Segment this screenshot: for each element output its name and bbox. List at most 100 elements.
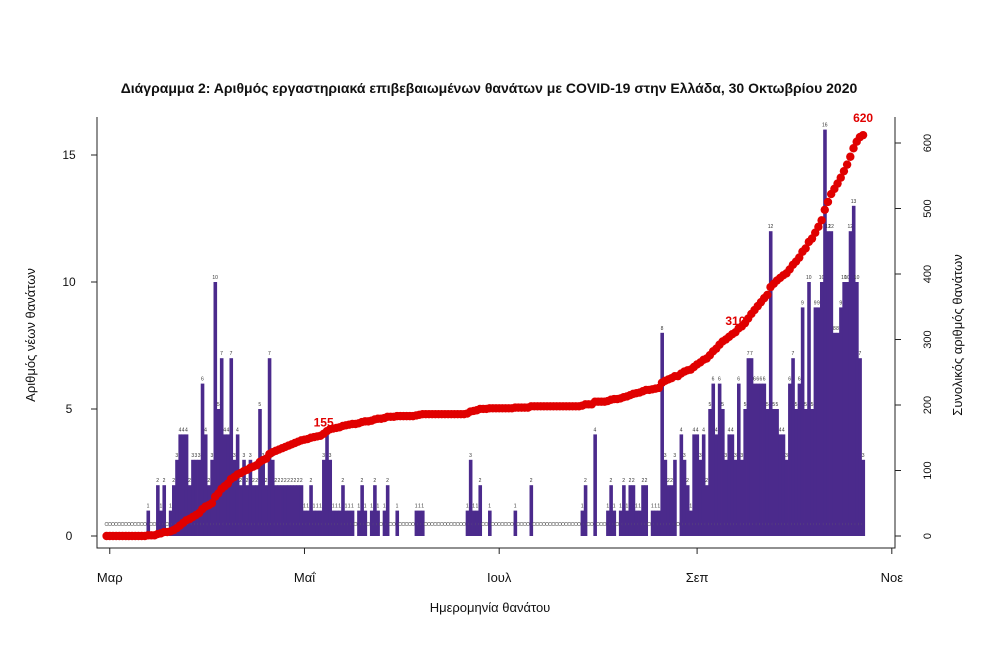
bar bbox=[705, 485, 709, 536]
bar bbox=[762, 383, 767, 536]
cumulative-point bbox=[814, 222, 823, 232]
bar-label: 9 bbox=[839, 300, 842, 306]
bar bbox=[309, 485, 313, 536]
bar bbox=[283, 485, 288, 536]
bar-label: 2 bbox=[641, 478, 644, 484]
cumulative-point bbox=[817, 216, 826, 225]
bar-label: 1 bbox=[357, 504, 360, 510]
bar-label: 5 bbox=[776, 402, 779, 408]
y2-tick-label: 100 bbox=[922, 461, 934, 479]
bar bbox=[219, 358, 224, 536]
bar bbox=[203, 434, 208, 536]
bar bbox=[772, 409, 776, 536]
bar bbox=[807, 282, 811, 536]
bar-label: 1 bbox=[657, 504, 660, 510]
bar-label: 3 bbox=[734, 453, 737, 459]
bar-label: 10 bbox=[819, 275, 825, 281]
bar bbox=[341, 485, 345, 536]
y2-tick-label: 300 bbox=[922, 330, 934, 348]
zero-marker bbox=[127, 522, 131, 526]
bar bbox=[395, 510, 400, 536]
zero-marker bbox=[423, 522, 428, 526]
bar-label: 2 bbox=[287, 478, 290, 484]
bar-label: 2 bbox=[278, 478, 281, 484]
cumulative-point bbox=[842, 160, 852, 169]
bar-label: 1 bbox=[638, 504, 641, 510]
bar bbox=[286, 485, 291, 536]
bar-label: 4 bbox=[715, 427, 718, 433]
bar bbox=[752, 383, 757, 536]
bar bbox=[315, 510, 320, 536]
zero-marker bbox=[615, 522, 620, 526]
bar-label: 3 bbox=[329, 453, 332, 459]
bar-label: 1 bbox=[303, 504, 306, 510]
zero-marker bbox=[538, 522, 543, 526]
bar-label: 5 bbox=[744, 402, 747, 408]
bar bbox=[832, 332, 837, 536]
bar bbox=[845, 282, 850, 536]
bar bbox=[660, 332, 664, 536]
y-tick-label: 5 bbox=[66, 402, 73, 416]
bar bbox=[229, 358, 234, 536]
bar bbox=[794, 409, 799, 536]
zero-marker bbox=[404, 522, 409, 526]
bar bbox=[239, 485, 243, 536]
bar-label: 8 bbox=[836, 326, 839, 332]
bar bbox=[264, 485, 269, 536]
bar-label: 2 bbox=[207, 478, 210, 484]
bar bbox=[654, 510, 658, 536]
bar-label: 2 bbox=[530, 478, 533, 484]
bar-label: 10 bbox=[854, 275, 860, 281]
zero-marker bbox=[567, 522, 572, 526]
bar-label: 1 bbox=[651, 504, 654, 510]
bar-label: 6 bbox=[753, 377, 756, 383]
y-tick-label: 15 bbox=[62, 148, 76, 162]
bar-label: 3 bbox=[683, 453, 686, 459]
bar bbox=[194, 459, 198, 536]
bar bbox=[858, 358, 862, 536]
zero-marker bbox=[120, 522, 125, 526]
bar-label: 1 bbox=[475, 504, 478, 510]
bar-label: 6 bbox=[737, 377, 740, 383]
bar bbox=[698, 459, 703, 536]
bar bbox=[376, 510, 380, 536]
bar-label: 1 bbox=[466, 504, 469, 510]
bar-label: 1 bbox=[415, 504, 418, 510]
bar bbox=[711, 383, 716, 536]
bar-label: 4 bbox=[680, 427, 683, 433]
bar-label: 6 bbox=[760, 377, 763, 383]
bar bbox=[819, 282, 824, 536]
bar bbox=[746, 358, 751, 536]
bar bbox=[800, 307, 805, 536]
bar bbox=[749, 358, 754, 536]
bar-label: 7 bbox=[791, 351, 794, 357]
bar-label: 4 bbox=[179, 427, 182, 433]
bar bbox=[529, 485, 534, 536]
zero-marker bbox=[506, 522, 511, 526]
bar-label: 6 bbox=[788, 377, 791, 383]
bar-label: 4 bbox=[696, 427, 699, 433]
zero-marker bbox=[462, 522, 466, 526]
bar-label: 1 bbox=[364, 504, 367, 510]
bar-label: 1 bbox=[654, 504, 657, 510]
bar-label: 2 bbox=[373, 478, 376, 484]
bar-label: 6 bbox=[798, 377, 801, 383]
zero-marker bbox=[388, 522, 393, 526]
zero-marker bbox=[139, 522, 144, 526]
bar-label: 2 bbox=[309, 478, 312, 484]
bar-label: 5 bbox=[258, 402, 261, 408]
bar bbox=[385, 485, 390, 536]
zero-marker bbox=[366, 522, 371, 526]
bar bbox=[791, 358, 795, 536]
bar-label: 6 bbox=[756, 377, 759, 383]
zero-marker bbox=[165, 522, 170, 526]
bar bbox=[730, 434, 735, 536]
bar-label: 2 bbox=[252, 478, 255, 484]
zero-marker bbox=[149, 522, 154, 526]
zero-marker bbox=[407, 522, 412, 526]
bar bbox=[657, 510, 661, 536]
bar bbox=[724, 459, 728, 536]
bar bbox=[644, 485, 649, 536]
bar-label: 3 bbox=[211, 453, 214, 459]
